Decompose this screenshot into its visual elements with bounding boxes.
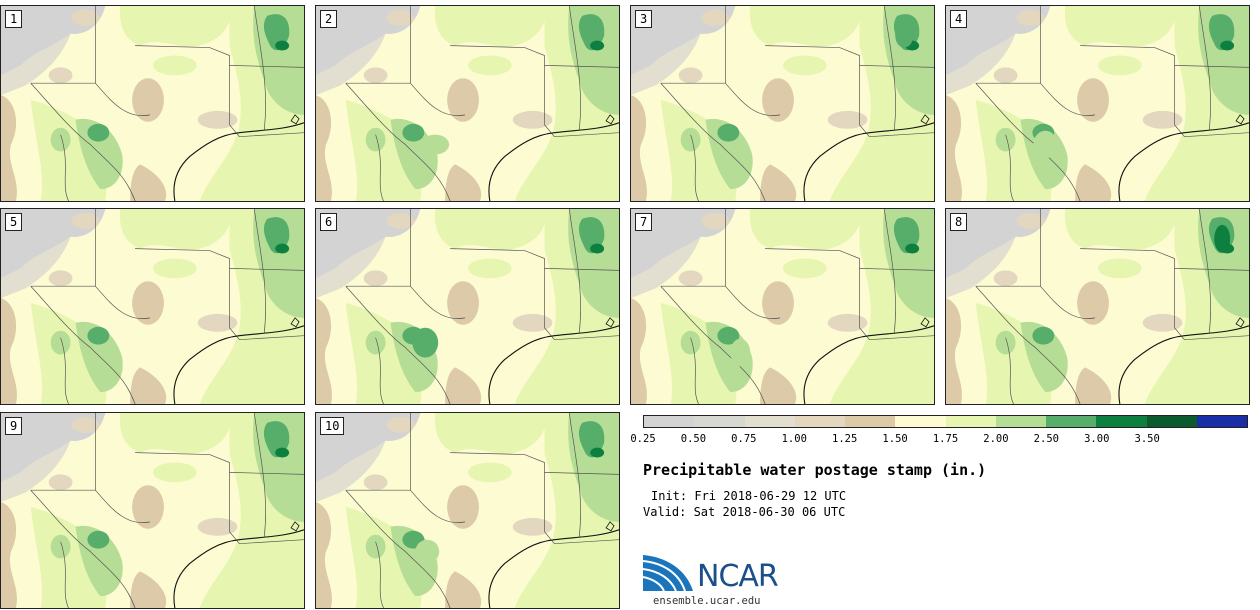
map-panel-7: 7 bbox=[630, 208, 935, 405]
website-text: ensemble.ucar.edu bbox=[653, 595, 761, 607]
panel-number: 1 bbox=[5, 10, 23, 28]
colorbar-tick-label: 1.50 bbox=[882, 433, 908, 445]
panel-number: 7 bbox=[635, 213, 653, 231]
valid-time: Valid: Sat 2018-06-30 06 UTC bbox=[643, 505, 846, 519]
colorbar-segment bbox=[644, 416, 695, 427]
ncar-logo-icon bbox=[642, 555, 693, 592]
colorbar-tick-label: 1.75 bbox=[932, 433, 959, 445]
colorbar-segment bbox=[945, 416, 996, 427]
map-panel-4: 4 bbox=[945, 5, 1250, 202]
panel-number: 4 bbox=[950, 10, 968, 28]
colorbar bbox=[643, 415, 1248, 428]
colorbar-segment bbox=[794, 416, 845, 427]
map-panel-3: 3 bbox=[630, 5, 935, 202]
colorbar-segment bbox=[995, 416, 1046, 427]
colorbar-tick-label: 2.50 bbox=[1033, 433, 1059, 445]
colorbar-tick-label: 1.00 bbox=[781, 433, 807, 445]
colorbar-segment bbox=[744, 416, 795, 427]
colorbar-segment bbox=[895, 416, 946, 427]
colorbar-tick-label: 2.00 bbox=[983, 433, 1009, 445]
panel-number: 8 bbox=[950, 213, 968, 231]
map-panel-1: 1 bbox=[0, 5, 305, 202]
colorbar-tick-label: 0.50 bbox=[680, 433, 707, 445]
colorbar-tick-label: 3.00 bbox=[1084, 433, 1110, 445]
panel-number: 9 bbox=[5, 417, 23, 435]
colorbar-segment bbox=[845, 416, 896, 427]
figure-title: Precipitable water postage stamp (in.) bbox=[643, 461, 987, 479]
colorbar-tick-labels: 0.25 0.50 0.75 1.00 1.25 1.50 1.75 2.00 2.50 3.00… bbox=[630, 433, 1248, 447]
map-panel-9: 9 bbox=[0, 412, 305, 609]
map-panel-8: 8 bbox=[945, 208, 1250, 405]
panel-number: 6 bbox=[320, 213, 338, 231]
colorbar-segment bbox=[1046, 416, 1097, 427]
panel-number: 2 bbox=[320, 10, 338, 28]
map-panel-6: 6 bbox=[315, 208, 620, 405]
colorbar-tick-label: 3.50 bbox=[1134, 433, 1160, 445]
colorbar-segment bbox=[694, 416, 745, 427]
colorbar-segment bbox=[1196, 416, 1247, 427]
panel-number: 3 bbox=[635, 10, 653, 28]
map-panel-5: 5 bbox=[0, 208, 305, 405]
colorbar-tick-label: 1.25 bbox=[832, 433, 858, 445]
colorbar-tick-label: 0.75 bbox=[731, 433, 757, 445]
colorbar-segment bbox=[1096, 416, 1147, 427]
logo-wordmark: NCAR bbox=[697, 559, 779, 594]
colorbar-segment bbox=[1146, 416, 1197, 427]
panel-number: 5 bbox=[5, 213, 23, 231]
panel-number: 10 bbox=[320, 417, 345, 435]
colorbar-tick-label: 0.25 bbox=[630, 433, 656, 445]
map-panel-10: 10 bbox=[315, 412, 620, 609]
map-panel-2: 2 bbox=[315, 5, 620, 202]
init-time: Init: Fri 2018-06-29 12 UTC bbox=[651, 489, 847, 503]
